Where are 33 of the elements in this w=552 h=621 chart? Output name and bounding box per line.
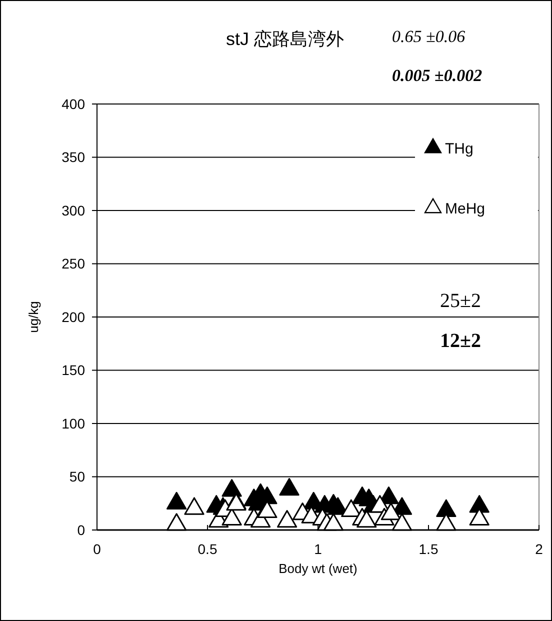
chart-title: stJ 恋路島湾外	[226, 29, 344, 49]
point	[277, 510, 298, 528]
point	[323, 513, 344, 531]
x-tick-label: 1.5	[418, 541, 438, 557]
point	[380, 502, 401, 520]
y-tick-label: 100	[62, 415, 86, 432]
legend-label: THg	[445, 140, 474, 158]
y-tick-label: 200	[62, 308, 86, 325]
point	[166, 492, 187, 510]
y-tick-label: 350	[62, 149, 86, 166]
x-tick-label: 0	[93, 541, 102, 557]
y-tick-label: 250	[62, 256, 86, 272]
x-tick-label: 1	[314, 541, 322, 557]
point	[184, 497, 204, 515]
y-tick-label: 400	[62, 96, 86, 112]
annotation: 25±2	[440, 290, 481, 312]
y-axis-title: ug/kg	[26, 301, 41, 333]
y-tick-label: 50	[69, 468, 86, 485]
point	[279, 478, 300, 496]
x-axis-title: Body wt (wet)	[278, 561, 358, 576]
y-tick-label: 150	[62, 362, 86, 378]
x-tick-label: 2	[535, 541, 544, 557]
text: 0.005 ±0.002	[392, 66, 483, 85]
text: 0.65 ±0.06	[392, 27, 466, 46]
point	[469, 495, 490, 513]
y-tick-label: 300	[62, 202, 86, 218]
y-tick-label: 0	[77, 522, 86, 538]
annotation: 12±2	[440, 330, 481, 352]
point	[341, 499, 362, 517]
point	[436, 499, 456, 517]
legend-label: MeHg	[445, 200, 486, 218]
x-tick-label: 0.5	[198, 541, 218, 557]
point	[222, 479, 242, 497]
